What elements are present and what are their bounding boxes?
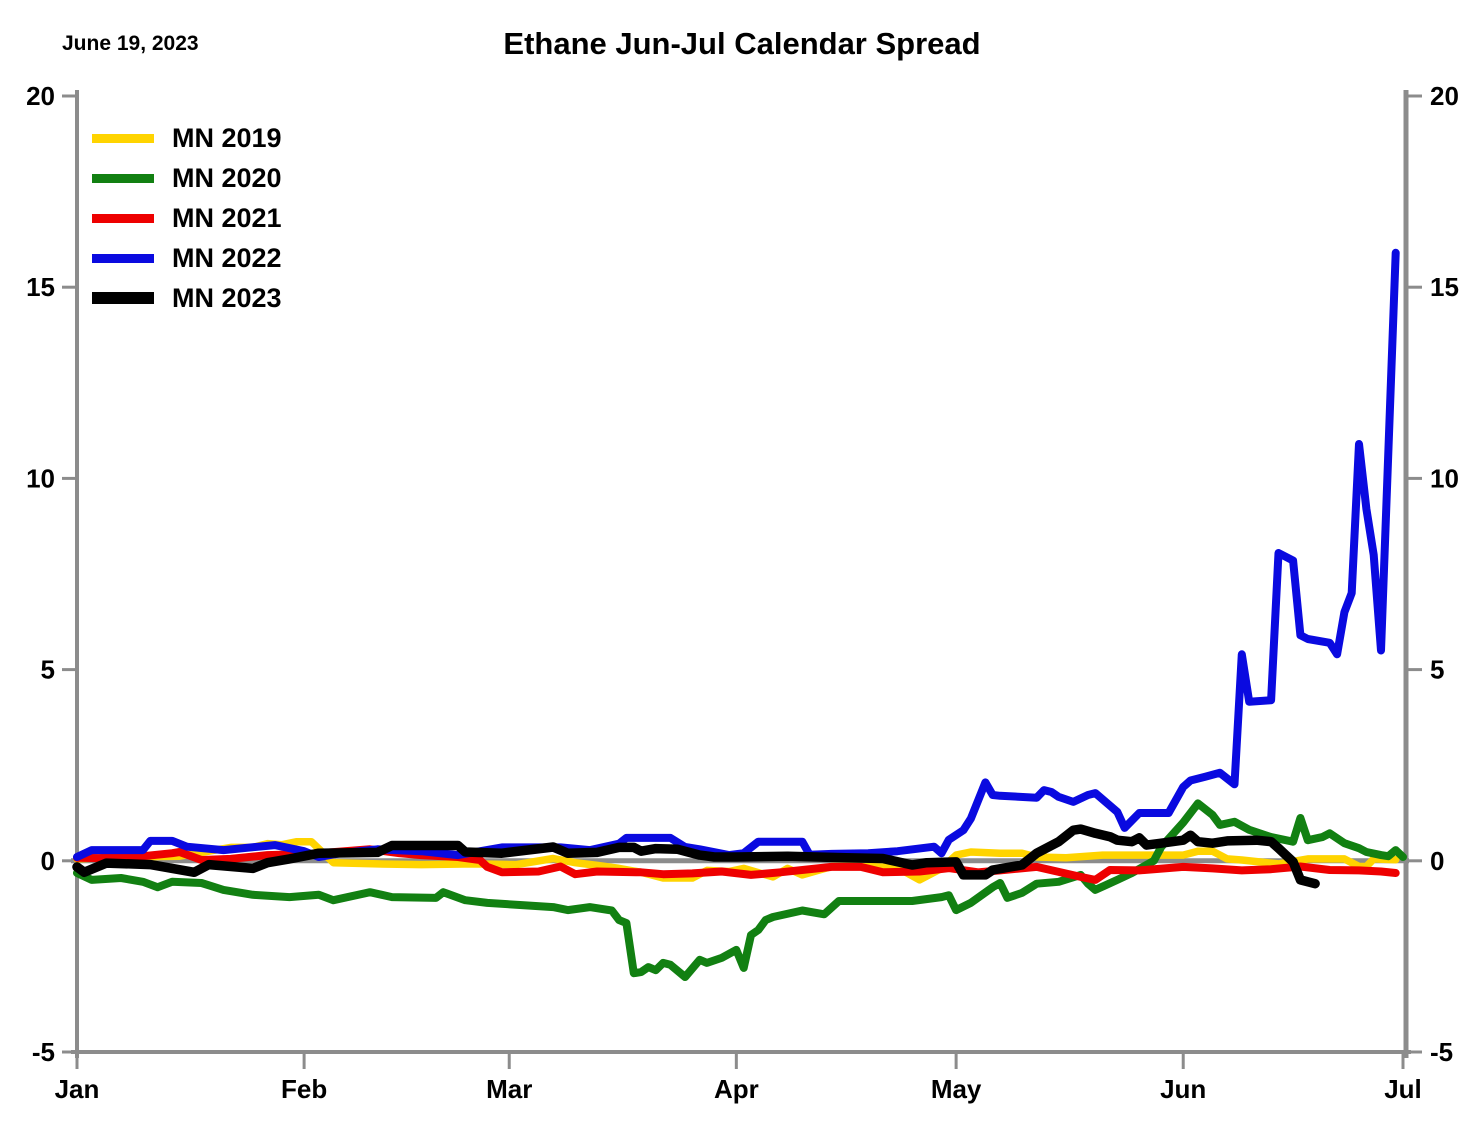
y-axis-tick-label-right: 0 [1430, 846, 1444, 876]
legend-item-mn-2020: MN 2020 [92, 158, 282, 198]
chart-title: Ethane Jun-Jul Calendar Spread [503, 26, 981, 61]
y-axis-tick-label-right: 20 [1430, 81, 1459, 111]
legend-label-mn-2022: MN 2022 [172, 242, 282, 273]
legend-swatch-mn-2023 [92, 292, 154, 304]
legend-swatch-mn-2022 [92, 253, 154, 263]
legend-item-mn-2021: MN 2021 [92, 198, 282, 238]
y-axis-tick-label-left: 0 [41, 846, 55, 876]
x-axis-tick-label: Jan [55, 1074, 100, 1104]
x-axis-tick-label: Jul [1384, 1074, 1422, 1104]
legend-item-mn-2022: MN 2022 [92, 238, 282, 278]
legend-item-mn-2023: MN 2023 [92, 278, 282, 318]
series-line-mn-2022 [73, 248, 1400, 861]
x-axis-tick-label: May [931, 1074, 982, 1104]
y-axis-tick-label-left: 5 [41, 655, 55, 685]
y-axis-tick-label-right: 5 [1430, 655, 1444, 685]
legend-label-mn-2020: MN 2020 [172, 162, 282, 193]
y-axis-tick-label-left: 20 [26, 81, 55, 111]
y-axis-tick-label-left: 15 [26, 272, 55, 302]
y-axis-tick-label-right: -5 [1430, 1037, 1453, 1067]
series-line-mn-2023 [72, 824, 1320, 889]
y-axis-tick-label-right: 15 [1430, 272, 1459, 302]
legend-swatch-mn-2021 [92, 213, 154, 223]
x-axis-tick-label: Mar [486, 1074, 532, 1104]
date-annotation: June 19, 2023 [62, 32, 199, 55]
x-axis-tick-label: Feb [281, 1074, 327, 1104]
y-axis-tick-label-right: 10 [1430, 463, 1459, 493]
legend-label-mn-2019: MN 2019 [172, 122, 282, 153]
legend-swatch-mn-2020 [92, 173, 154, 183]
chart-legend: MN 2019 MN 2020 MN 2021 MN 2022 MN 2023 [92, 118, 282, 318]
legend-item-mn-2019: MN 2019 [92, 118, 282, 158]
legend-label-mn-2021: MN 2021 [172, 202, 282, 233]
x-axis-tick-label: Apr [714, 1074, 759, 1104]
y-axis-tick-label-left: 10 [26, 463, 55, 493]
legend-swatch-mn-2019 [92, 133, 154, 143]
x-axis-tick-label: Jun [1160, 1074, 1206, 1104]
legend-label-mn-2023: MN 2023 [172, 282, 282, 313]
series-line-mn-2020 [73, 799, 1407, 981]
y-axis-tick-label-left: -5 [32, 1037, 55, 1067]
